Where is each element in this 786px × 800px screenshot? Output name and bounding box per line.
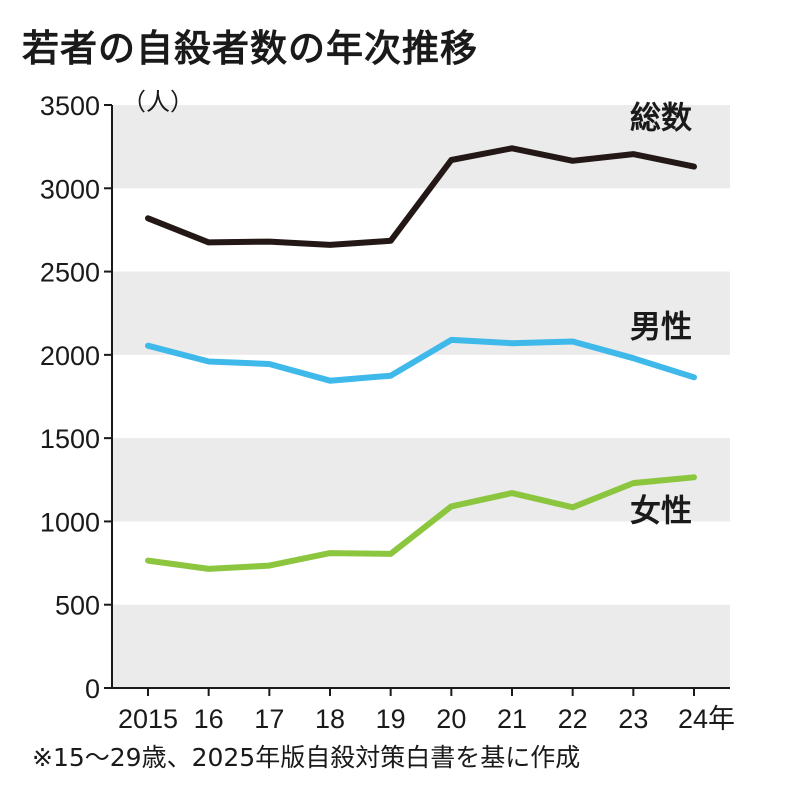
- series-line-総数: [145, 145, 697, 248]
- grid-band: [112, 438, 730, 522]
- grid-band: [112, 105, 730, 189]
- grid-band: [112, 604, 730, 688]
- series-label: 女性: [630, 493, 692, 529]
- footnote: ※15〜29歳、2025年版自殺対策白書を基に作成: [32, 743, 581, 772]
- x-tick-label: 24年: [678, 704, 735, 734]
- y-axis-unit: （人）: [122, 88, 194, 116]
- x-tick-label: 2015: [118, 704, 178, 734]
- x-tick-label: 22: [558, 704, 588, 734]
- y-tick-label: 3500: [40, 91, 100, 121]
- series-label: 総数: [630, 101, 692, 137]
- y-tick-label: 2000: [40, 341, 100, 371]
- series-line-男性: [145, 336, 697, 384]
- series-lines: [145, 145, 697, 572]
- x-tick-label: 23: [618, 704, 648, 734]
- y-tick-label: 1500: [40, 424, 100, 454]
- axes: [111, 105, 730, 689]
- x-tick-label: 21: [497, 704, 527, 734]
- x-tick-label: 18: [315, 704, 345, 734]
- grid-bands: [112, 105, 730, 688]
- grid-band: [112, 271, 730, 355]
- x-tick-label: 16: [194, 704, 224, 734]
- y-tick-label: 0: [85, 674, 100, 704]
- series-label: 男性: [630, 309, 692, 345]
- x-tick-label: 19: [376, 704, 406, 734]
- y-tick-label: 1000: [40, 507, 100, 537]
- x-tick-label: 20: [436, 704, 466, 734]
- x-tick-labels: 2015 16 17 18 19 20 21 22 23 24年: [118, 688, 735, 734]
- y-tick-labels: 0 500 1000 1500 2000 2500 3000 3500: [40, 91, 112, 704]
- y-tick-label: 2500: [40, 258, 100, 288]
- x-tick-label: 17: [254, 704, 284, 734]
- chart-title: 若者の自殺者数の年次推移: [22, 27, 478, 70]
- y-tick-label: 3000: [40, 174, 100, 204]
- y-tick-label: 500: [55, 591, 100, 621]
- series-line-女性: [145, 474, 697, 572]
